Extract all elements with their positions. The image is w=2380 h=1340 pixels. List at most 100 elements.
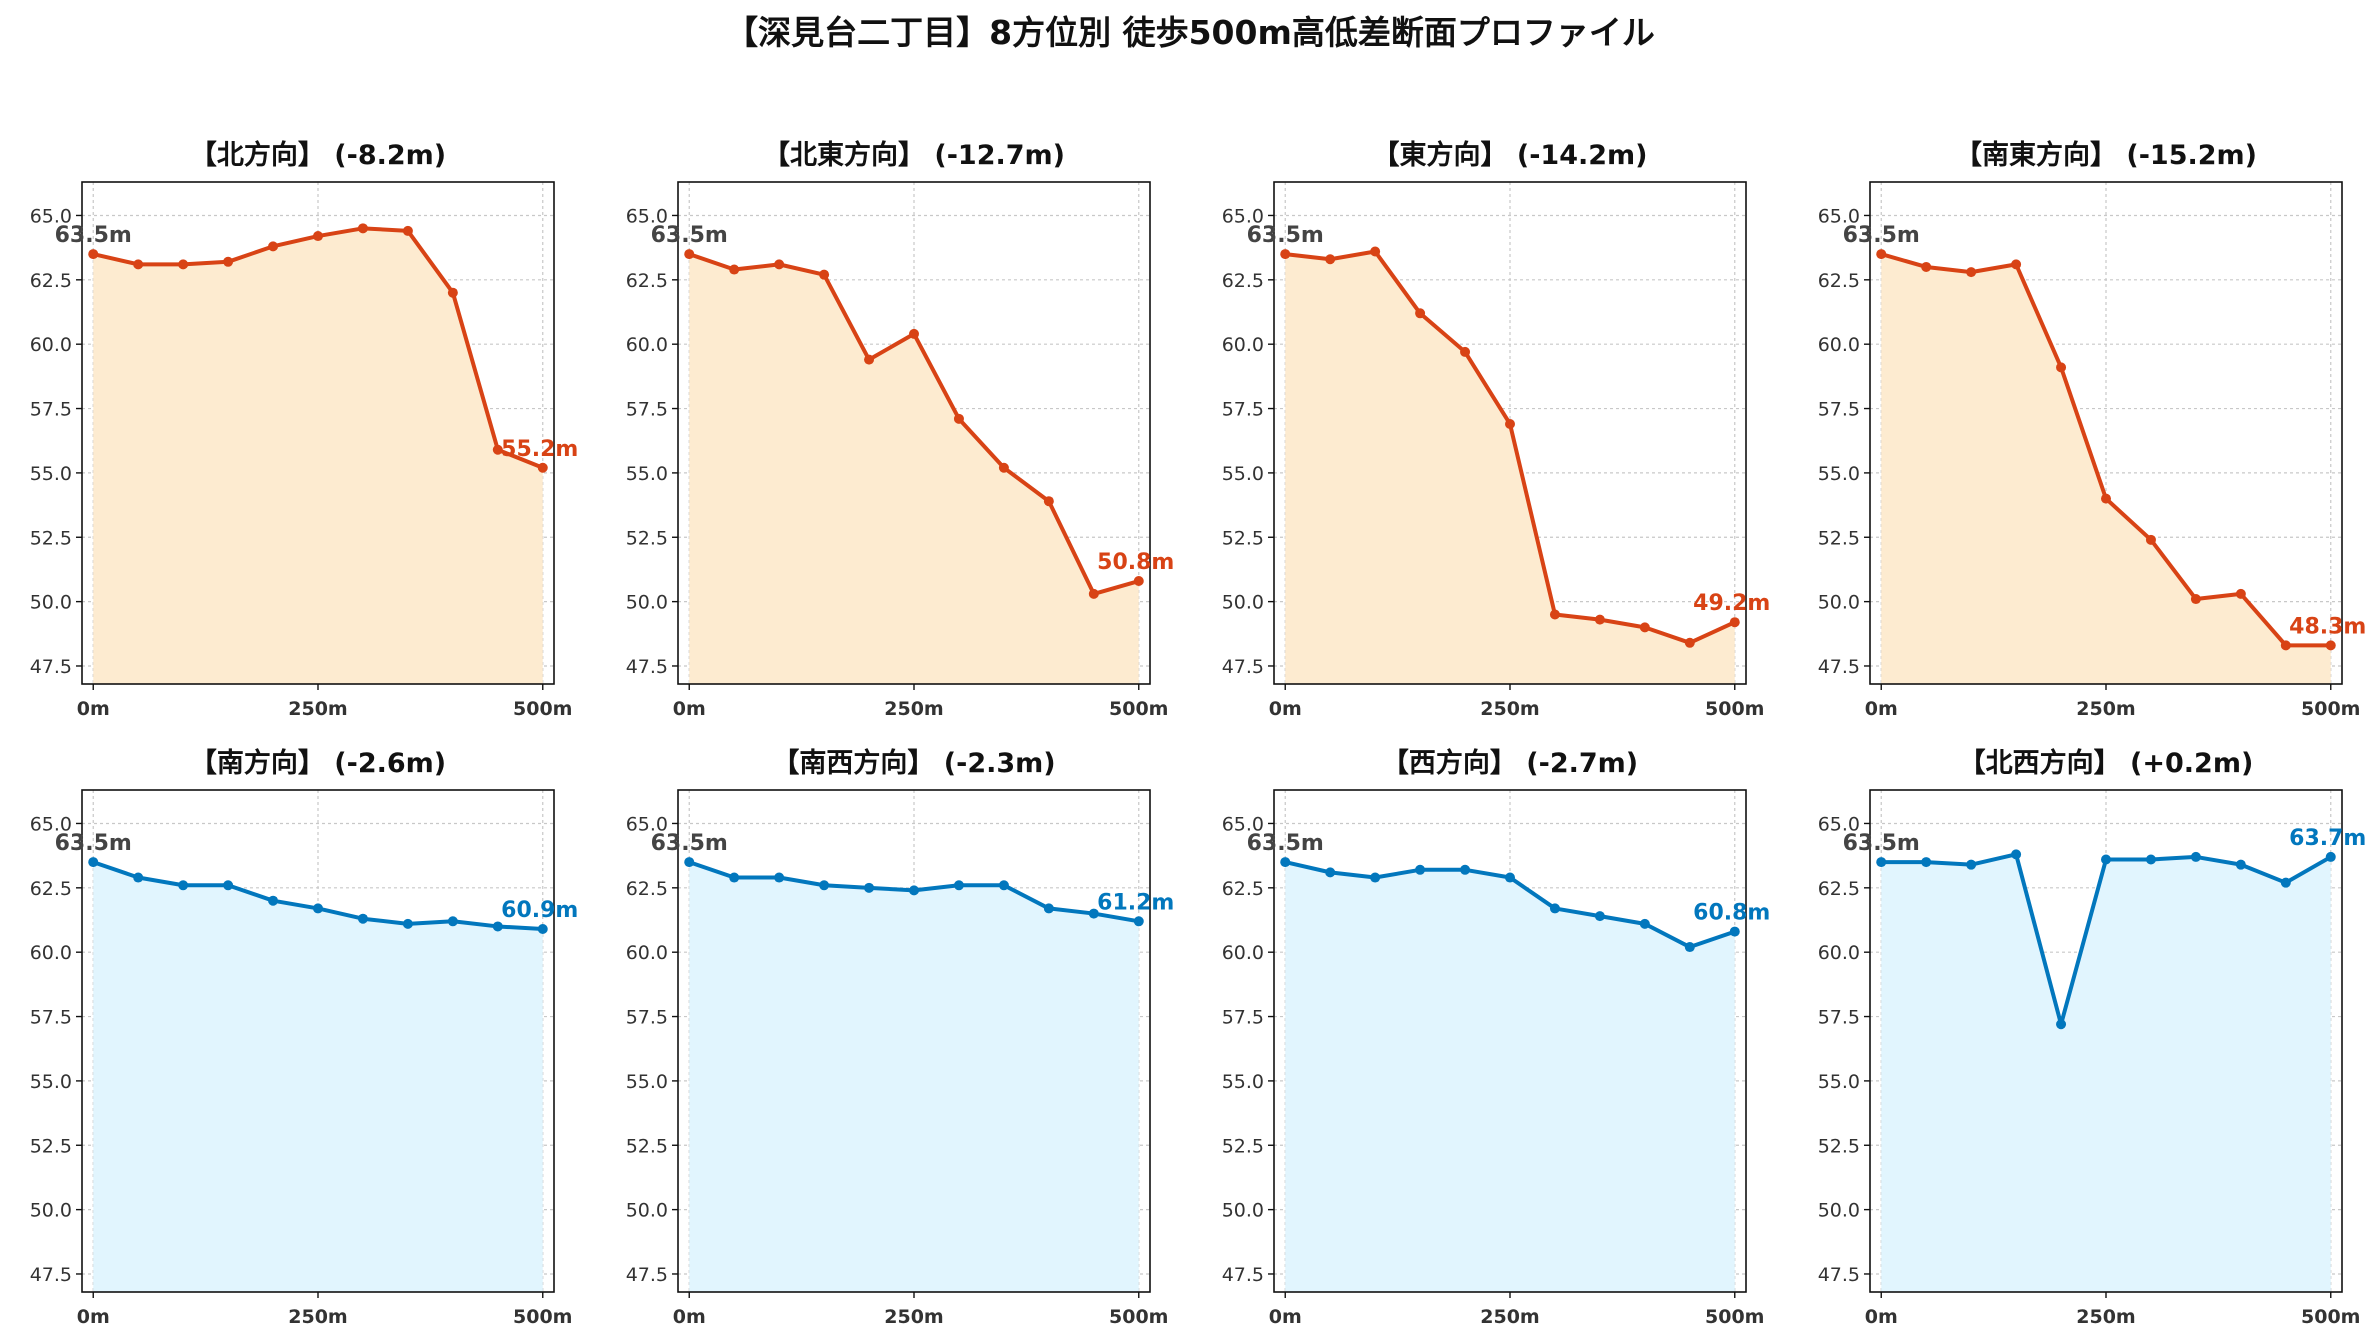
y-tick-label: 50.0 — [1222, 592, 1264, 614]
data-point — [88, 857, 99, 868]
data-point — [729, 264, 740, 275]
data-point — [1594, 911, 1605, 922]
data-point — [2056, 362, 2067, 373]
y-tick-label: 50.0 — [1222, 1200, 1264, 1222]
y-tick-label: 65.0 — [30, 813, 72, 835]
y-tick-label: 52.5 — [626, 1135, 668, 1157]
y-tick-label: 55.0 — [626, 463, 668, 485]
y-tick-label: 60.0 — [1222, 334, 1264, 356]
start-value-label: 63.5m — [1843, 223, 1920, 248]
data-point — [1370, 246, 1381, 257]
data-point — [1549, 903, 1560, 914]
x-tick-label: 250m — [884, 698, 943, 720]
data-point — [909, 885, 919, 896]
data-point — [313, 903, 323, 914]
y-tick-label: 60.0 — [626, 942, 668, 964]
y-tick-label: 60.0 — [1222, 942, 1264, 964]
y-tick-label: 52.5 — [1222, 1135, 1264, 1157]
data-point — [357, 223, 368, 234]
y-tick-label: 62.5 — [1222, 270, 1264, 292]
y-tick-label: 47.5 — [30, 1264, 72, 1286]
y-tick-label: 50.0 — [30, 1200, 72, 1222]
y-tick-label: 65.0 — [1222, 813, 1264, 835]
y-tick-label: 50.0 — [626, 1200, 668, 1222]
y-tick-label: 65.0 — [1222, 205, 1264, 227]
y-tick-label: 60.0 — [626, 334, 668, 356]
y-tick-label: 57.5 — [30, 399, 72, 421]
panel-sw: 【南西方向】 (-2.3m) 47.5 50.0 52.5 55.0 57.5 60.0 62… — [626, 747, 1175, 1328]
y-tick-label: 62.5 — [626, 878, 668, 900]
data-point — [1876, 249, 1887, 260]
x-tick-label: 500m — [513, 698, 572, 720]
x-tick-label: 500m — [1705, 698, 1764, 720]
y-tick-label: 55.0 — [1222, 463, 1264, 485]
data-point — [1684, 637, 1695, 648]
area-fill — [1285, 862, 1735, 1292]
data-point — [729, 872, 740, 883]
y-tick-label: 50.0 — [30, 592, 72, 614]
data-point — [1729, 926, 1740, 937]
area-fill — [1881, 254, 2331, 685]
y-tick-label: 57.5 — [30, 1007, 72, 1029]
end-value-label: 48.3m — [2289, 614, 2366, 639]
data-point — [1088, 588, 1099, 599]
x-tick-label: 0m — [1865, 1306, 1898, 1328]
y-tick-label: 47.5 — [1222, 1264, 1264, 1286]
data-point — [537, 462, 548, 473]
y-tick-label: 65.0 — [30, 205, 72, 227]
y-tick-label: 47.5 — [1222, 656, 1264, 678]
panel-title: 【南東方向】 (-15.2m) — [1955, 139, 2257, 171]
data-point — [2101, 854, 2111, 865]
data-point — [774, 872, 785, 883]
data-point — [2011, 259, 2022, 270]
data-point — [1639, 918, 1650, 929]
panel-title: 【北東方向】 (-12.7m) — [763, 139, 1065, 171]
x-tick-label: 500m — [1705, 1306, 1764, 1328]
data-point — [1043, 903, 1054, 914]
y-tick-label: 55.0 — [30, 463, 72, 485]
end-value-label: 55.2m — [501, 437, 578, 462]
start-value-label: 63.5m — [1247, 831, 1324, 856]
data-point — [1505, 418, 1515, 429]
panel-title: 【北西方向】 (+0.2m) — [1959, 747, 2254, 779]
y-tick-label: 55.0 — [30, 1071, 72, 1093]
y-tick-label: 52.5 — [30, 527, 72, 549]
data-point — [2056, 1019, 2067, 1030]
panel-n: 【北方向】 (-8.2m) 47.5 50.0 52.5 55.0 57.5 60.0 62.… — [30, 139, 579, 720]
y-tick-label: 52.5 — [1222, 527, 1264, 549]
y-tick-label: 52.5 — [1818, 527, 1860, 549]
y-tick-label: 62.5 — [30, 878, 72, 900]
x-tick-label: 500m — [1109, 698, 1168, 720]
data-point — [1280, 249, 1291, 260]
x-tick-label: 0m — [1269, 1306, 1302, 1328]
data-point — [2325, 640, 2336, 651]
data-point — [953, 413, 964, 424]
panel-title: 【北方向】 (-8.2m) — [190, 139, 446, 171]
y-tick-label: 50.0 — [626, 592, 668, 614]
data-point — [2101, 493, 2111, 504]
y-tick-label: 50.0 — [1818, 1200, 1860, 1222]
data-point — [1549, 609, 1560, 620]
data-point — [2280, 877, 2291, 888]
y-tick-label: 57.5 — [626, 1007, 668, 1029]
x-tick-label: 0m — [1269, 698, 1302, 720]
data-point — [1594, 614, 1605, 625]
y-tick-label: 57.5 — [1222, 1007, 1264, 1029]
start-value-label: 63.5m — [55, 223, 132, 248]
x-tick-label: 0m — [77, 698, 110, 720]
data-point — [1370, 872, 1381, 883]
y-tick-label: 57.5 — [1222, 399, 1264, 421]
data-point — [2235, 588, 2246, 599]
y-tick-label: 47.5 — [626, 1264, 668, 1286]
x-tick-label: 250m — [2076, 1306, 2135, 1328]
y-tick-label: 65.0 — [626, 813, 668, 835]
y-tick-label: 62.5 — [1818, 270, 1860, 292]
y-tick-label: 55.0 — [1818, 463, 1860, 485]
panel-nw: 【北西方向】 (+0.2m) 47.5 50.0 52.5 55.0 57.5 60.0 62… — [1818, 747, 2367, 1328]
area-fill — [689, 862, 1139, 1292]
data-point — [1505, 872, 1515, 883]
data-point — [537, 924, 548, 935]
data-point — [684, 857, 695, 868]
area-fill — [1881, 854, 2331, 1292]
